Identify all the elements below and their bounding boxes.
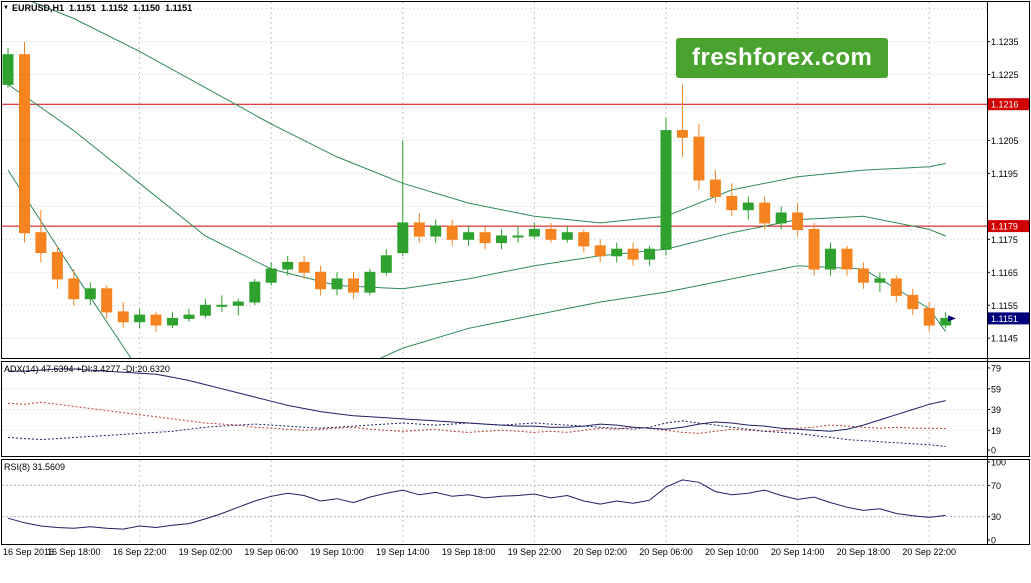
svg-text:59: 59	[991, 384, 1001, 394]
ohlc-low: 1.1150	[133, 3, 161, 13]
svg-text:100: 100	[991, 458, 1006, 468]
svg-text:1.1216: 1.1216	[991, 100, 1019, 110]
time-label: 19 Sep 14:00	[376, 547, 430, 557]
time-label: 20 Sep 18:00	[836, 547, 891, 557]
ohlc-high: 1.1152	[101, 3, 129, 13]
price-scale: 1.1235 1.1225 1.1205 1.1195 1.1175 1.1165 1.11…	[987, 37, 1030, 546]
time-label: 20 Sep 14:00	[770, 547, 825, 557]
svg-text:39: 39	[991, 405, 1001, 415]
watermark-freshforex: freshforex.com	[676, 38, 889, 78]
svg-text:70: 70	[991, 481, 1001, 491]
adx-line	[8, 368, 946, 432]
grid-horizontal	[2, 8, 987, 339]
time-label: 19 Sep 18:00	[441, 547, 496, 557]
time-label: 16 Sep 18:00	[47, 547, 101, 557]
svg-text:0: 0	[991, 446, 996, 456]
time-axis[interactable]: 16 Sep 2016 16 Sep 18:00 16 Sep 22:00 19 Se…	[0, 547, 1031, 561]
minus-di-line	[7, 401, 946, 434]
svg-text:1.1195: 1.1195	[991, 169, 1018, 179]
rsi-panel	[2, 479, 987, 530]
svg-text:1.1165: 1.1165	[991, 268, 1018, 278]
svg-text:1.1225: 1.1225	[991, 70, 1019, 80]
adx-indicator-label: ADX(14) 47.6394 +DI:3.4277 -DI:20.6320	[4, 364, 170, 374]
svg-text:19: 19	[991, 426, 1001, 436]
time-label: 20 Sep 22:00	[902, 547, 956, 557]
time-label: 20 Sep 06:00	[639, 547, 693, 557]
symbol-info: ▼ EURUSD,H1 1.1151 1.1152 1.1150 1.1151	[3, 3, 197, 13]
grid-vertical	[139, 2, 930, 544]
svg-text:30: 30	[991, 512, 1001, 522]
plus-di-line	[7, 420, 946, 447]
time-label: 19 Sep 06:00	[244, 547, 298, 557]
symbol-dropdown-icon[interactable]: ▼	[3, 5, 9, 11]
candles	[2, 41, 952, 332]
svg-text:1.1205: 1.1205	[991, 136, 1019, 146]
svg-text:0: 0	[991, 536, 996, 546]
time-label: 16 Sep 22:00	[112, 547, 167, 557]
svg-text:1.1155: 1.1155	[991, 301, 1018, 311]
time-label: 19 Sep 10:00	[310, 547, 364, 557]
svg-text:1.1175: 1.1175	[991, 235, 1018, 245]
svg-text:1.1151: 1.1151	[991, 314, 1018, 324]
panel-borders	[1, 1, 1030, 545]
bollinger-lower-line	[7, 169, 947, 358]
time-label: 19 Sep 22:00	[507, 547, 562, 557]
svg-text:79: 79	[991, 364, 1001, 374]
time-label: 19 Sep 02:00	[178, 547, 233, 557]
svg-text:1.1145: 1.1145	[991, 334, 1018, 344]
adx-panel	[2, 367, 987, 447]
price-level-lines	[2, 103, 987, 227]
ohlc-close: 1.1151	[165, 3, 193, 13]
time-label: 20 Sep 10:00	[705, 547, 759, 557]
bid-price-marker	[948, 315, 956, 322]
ohlc-open: 1.1151	[68, 3, 96, 13]
time-label: 16 Sep 2016	[3, 547, 55, 557]
rsi-line	[7, 479, 946, 530]
bollinger-upper-line	[31, 2, 946, 224]
svg-text:1.1179: 1.1179	[991, 222, 1018, 232]
symbol-period: EURUSD,H1	[11, 3, 64, 13]
rsi-indicator-label: RSI(8) 31.5609	[4, 462, 66, 472]
time-label: 20 Sep 02:00	[573, 547, 627, 557]
bollinger-middle-line	[7, 83, 946, 290]
svg-text:1.1235: 1.1235	[991, 37, 1019, 47]
